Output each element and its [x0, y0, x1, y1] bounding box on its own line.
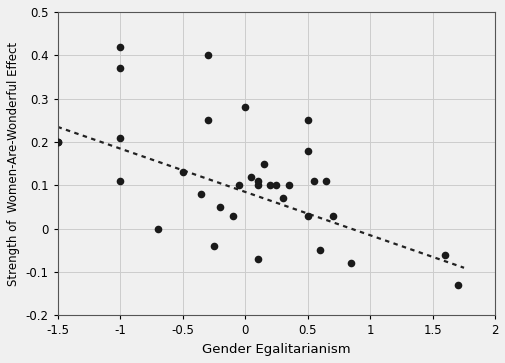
Point [303, 118, 311, 123]
Point [54, 139, 62, 145]
Point [153, 226, 161, 232]
Point [240, 105, 248, 110]
Point [116, 65, 124, 71]
Point [178, 170, 186, 175]
Point [203, 118, 211, 123]
Point [116, 44, 124, 49]
Point [253, 256, 261, 262]
Point [116, 178, 124, 184]
Point [303, 213, 311, 219]
Point [453, 282, 461, 288]
Point [440, 252, 448, 258]
Point [54, 139, 62, 145]
Point [210, 243, 218, 249]
Point [116, 135, 124, 140]
Point [309, 178, 317, 184]
Point [197, 191, 205, 197]
Point [266, 183, 274, 188]
Point [303, 148, 311, 154]
Point [253, 183, 261, 188]
Point [253, 178, 261, 184]
Point [316, 248, 324, 253]
Point [328, 213, 336, 219]
Point [278, 196, 286, 201]
X-axis label: Gender Egalitarianism: Gender Egalitarianism [201, 343, 350, 356]
Point [228, 213, 236, 219]
Point [216, 204, 224, 210]
Point [203, 52, 211, 58]
Point [272, 183, 280, 188]
Point [322, 178, 330, 184]
Point [260, 161, 268, 167]
Point [284, 183, 292, 188]
Point [234, 183, 242, 188]
Y-axis label: Strength of  Women-Are-Wonderful Effect: Strength of Women-Are-Wonderful Effect [7, 42, 20, 286]
Point [247, 174, 255, 180]
Point [347, 261, 355, 266]
